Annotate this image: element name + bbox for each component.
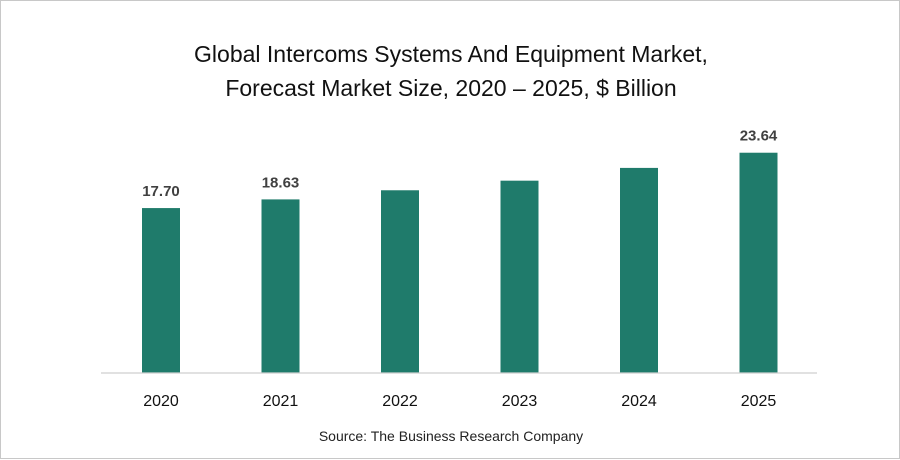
- bar-2024: [620, 167, 658, 373]
- data-label-2020: 17.70: [142, 183, 180, 200]
- bar-2025: [739, 152, 778, 373]
- x-tick-label-2022: 2022: [382, 393, 418, 410]
- bar-2020: [142, 208, 180, 373]
- x-tick-label-2024: 2024: [621, 393, 657, 410]
- x-tick-label-2023: 2023: [502, 393, 538, 410]
- chart-title-line-2: Forecast Market Size, 2020 – 2025, $ Bil…: [225, 75, 677, 101]
- bar-2022: [381, 190, 419, 373]
- x-tick-label-2021: 2021: [263, 393, 299, 410]
- data-label-2025: 23.64: [740, 128, 778, 145]
- x-tick-label-2020: 2020: [143, 393, 179, 410]
- bar-2021: [261, 199, 300, 373]
- chart-title-line-1: Global Intercoms Systems And Equipment M…: [194, 41, 708, 67]
- bar-2023: [500, 180, 539, 373]
- data-label-2021: 18.63: [262, 174, 300, 191]
- source-note: Source: The Business Research Company: [318, 428, 584, 444]
- x-tick-label-2025: 2025: [741, 393, 777, 410]
